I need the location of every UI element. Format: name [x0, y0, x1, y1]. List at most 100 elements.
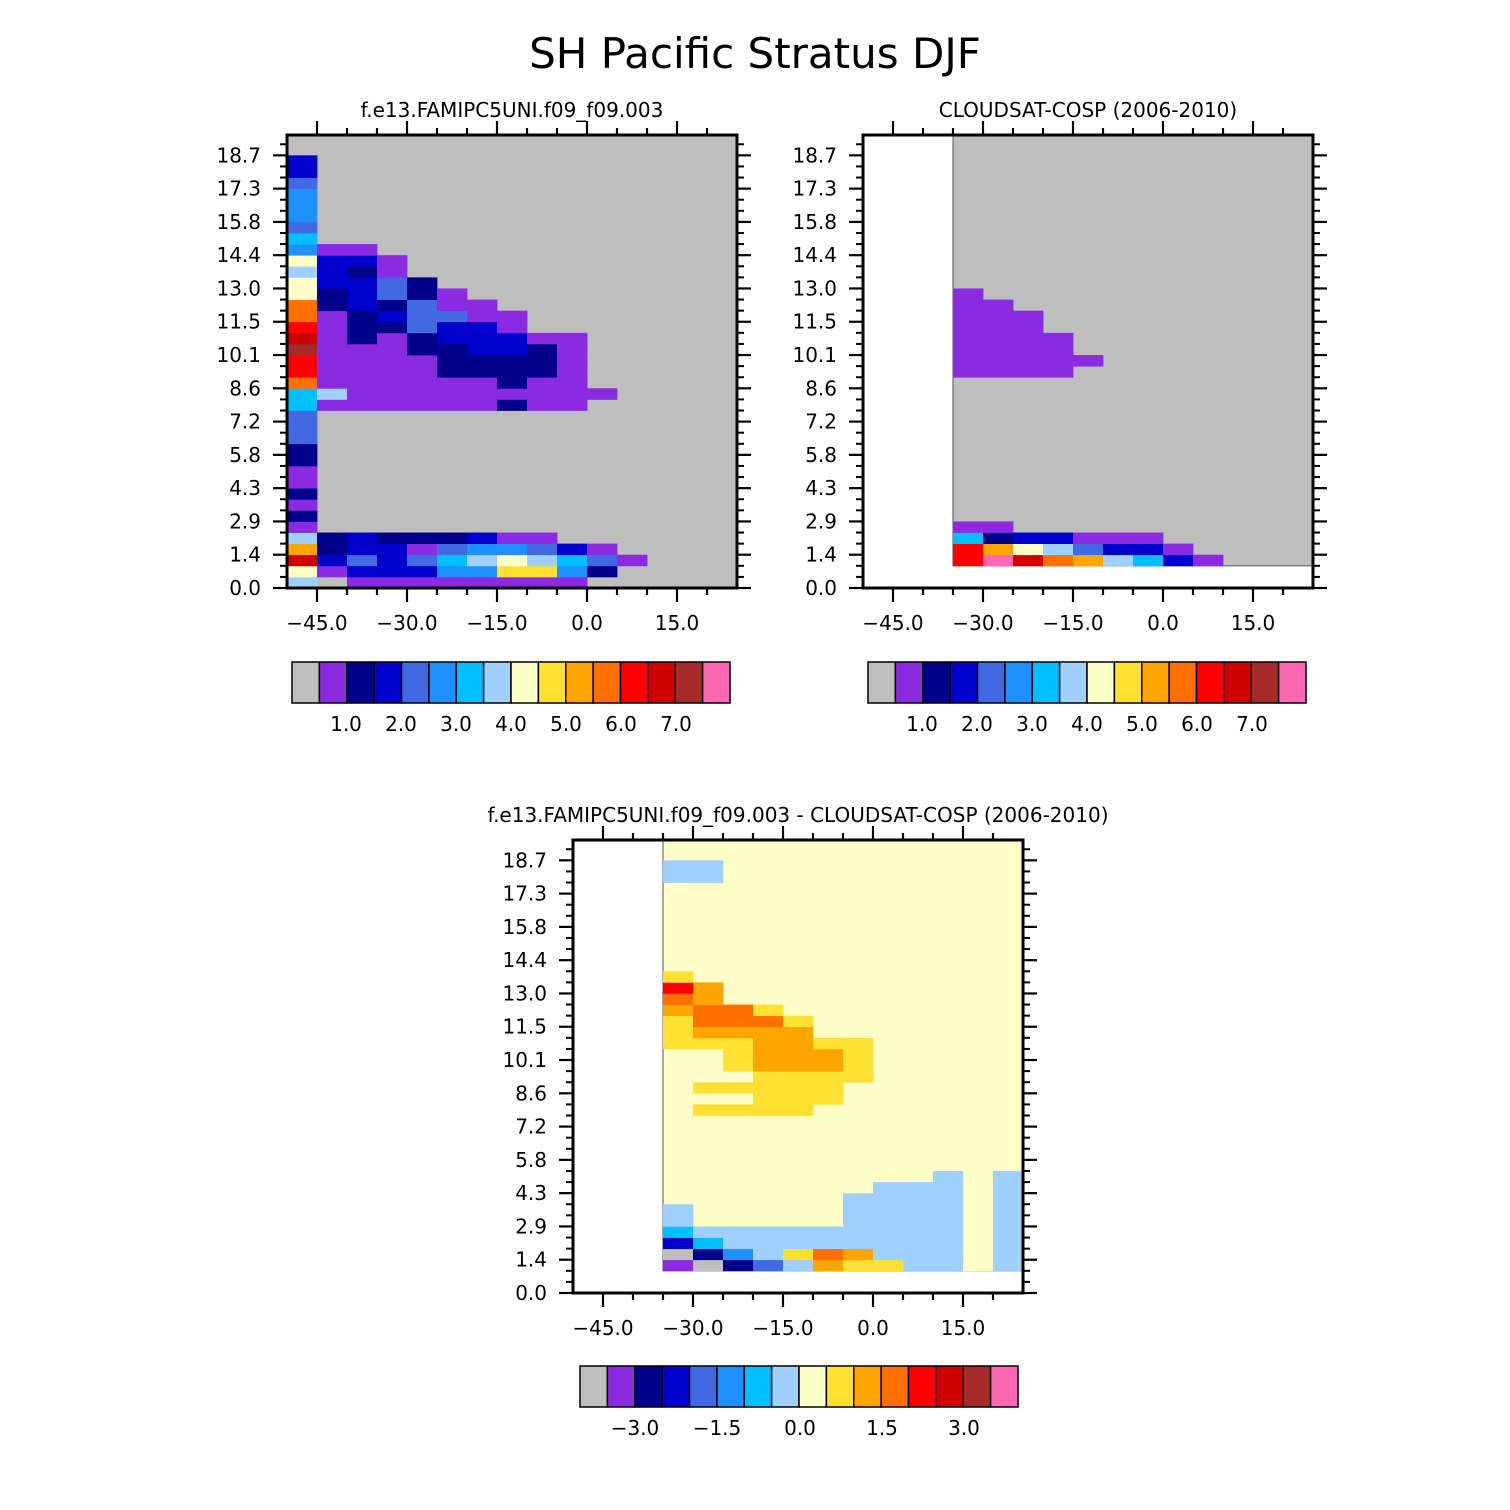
colorbar-box: [1223, 661, 1253, 704]
colorbar-label: −3.0: [611, 1416, 660, 1440]
heatmap-cell: [1163, 543, 1194, 556]
heatmap-cell: [813, 1259, 844, 1272]
y-tick-label: 1.4: [805, 543, 837, 567]
heatmap-cell: [317, 355, 348, 367]
heatmap-cell: [843, 1226, 874, 1238]
heatmap-cell: [317, 288, 348, 300]
heatmap-cell: [467, 399, 498, 411]
heatmap-cell: [527, 343, 558, 356]
heatmap-cell: [933, 1204, 964, 1216]
heatmap-cell: [723, 1104, 754, 1116]
heatmap-cell: [497, 366, 528, 378]
heatmap-cell: [993, 1204, 1024, 1216]
colorbar-label: 4.0: [495, 712, 527, 736]
heatmap-cell: [663, 1259, 694, 1272]
heatmap-cell: [287, 432, 318, 445]
heatmap-cell: [813, 1237, 844, 1250]
y-tick-label: 4.3: [229, 476, 261, 500]
y-tick-label: 2.9: [805, 509, 837, 533]
heatmap-cell: [843, 1215, 874, 1227]
heatmap-cell: [287, 465, 318, 478]
colorbar-label: 2.0: [385, 712, 417, 736]
heatmap-cell: [587, 565, 618, 578]
heatmap-cell: [723, 1015, 754, 1028]
heatmap-cell: [843, 1037, 874, 1050]
heatmap-cell: [407, 343, 438, 356]
heatmap-cell: [557, 565, 588, 578]
colorbar-label: 3.0: [440, 712, 472, 736]
heatmap-cell: [287, 155, 318, 167]
colorbar-box: [688, 1365, 718, 1408]
heatmap-cell: [903, 1215, 934, 1227]
heatmap-cell: [287, 210, 318, 223]
y-tick-label: 17.3: [502, 882, 547, 906]
heatmap-cell: [813, 1060, 844, 1072]
colorbar-box: [798, 1365, 828, 1408]
heatmap-cell: [693, 1237, 724, 1250]
y-tick-label: 5.8: [229, 443, 261, 467]
colorbar-label: 7.0: [1236, 712, 1268, 736]
heatmap-cell: [663, 1237, 694, 1250]
heatmap-cell: [1163, 554, 1194, 567]
heatmap-cell: [467, 299, 498, 312]
heatmap-cell: [1013, 332, 1044, 345]
heatmap-cell: [347, 299, 378, 312]
x-tick-label: −30.0: [952, 611, 1013, 635]
x-tick-label: −45.0: [572, 1316, 633, 1340]
heatmap-cell: [347, 576, 378, 589]
heatmap-cell: [1043, 543, 1074, 556]
heatmap-cell: [693, 982, 724, 994]
colorbar-box: [1031, 661, 1061, 704]
heatmap-cell: [1013, 343, 1044, 356]
heatmap-cell: [723, 1226, 754, 1238]
heatmap-cell: [467, 321, 498, 334]
heatmap-cell: [497, 565, 528, 578]
heatmap-cell: [347, 310, 378, 323]
heatmap-cell: [407, 310, 438, 323]
heatmap-cell: [693, 1082, 724, 1094]
heatmap-cell: [993, 1226, 1024, 1238]
heatmap-cell: [317, 565, 348, 578]
colorbar-box: [976, 661, 1006, 704]
heatmap-cell: [377, 565, 408, 578]
heatmap-cell: [557, 377, 588, 389]
y-tick-label: 15.8: [792, 210, 837, 234]
colorbar-label: 1.5: [866, 1416, 898, 1440]
heatmap-cell: [347, 255, 378, 267]
heatmap-cell: [497, 355, 528, 367]
heatmap-cell: [953, 366, 984, 378]
heatmap-cell: [993, 1237, 1024, 1250]
x-tick-label: −15.0: [752, 1316, 813, 1340]
colorbar-box: [922, 661, 951, 704]
heatmap-cell: [287, 188, 318, 201]
heatmap-cell: [287, 510, 318, 522]
heatmap-cell: [287, 288, 318, 300]
heatmap-cell: [377, 366, 408, 378]
x-tick-label: −45.0: [862, 611, 923, 635]
heatmap-cell: [843, 1259, 874, 1272]
y-tick-label: 4.3: [805, 476, 837, 500]
heatmap-cell: [347, 554, 378, 567]
heatmap-cell: [753, 1060, 784, 1072]
heatmap-cell: [377, 576, 408, 589]
colorbar-box: [907, 1365, 937, 1408]
heatmap-cell: [287, 199, 318, 212]
heatmap-cell: [983, 343, 1014, 356]
heatmap-cell: [317, 332, 348, 345]
heatmap-cell: [287, 343, 318, 356]
colorbar-label: 3.0: [948, 1416, 980, 1440]
y-tick-label: 10.1: [216, 343, 261, 367]
heatmap-cell: [287, 255, 318, 267]
heatmap-cell: [1013, 321, 1044, 334]
heatmap-cell: [983, 299, 1014, 312]
heatmap-cell: [663, 1037, 694, 1050]
heatmap-cell: [317, 266, 348, 278]
heatmap-cell: [723, 1026, 754, 1039]
y-tick-label: 14.4: [502, 948, 547, 972]
heatmap-cell: [993, 1215, 1024, 1227]
colorbar-box: [1141, 661, 1170, 704]
heatmap-cell: [527, 399, 558, 411]
y-tick-label: 7.2: [805, 410, 837, 434]
colorbar-box: [346, 661, 375, 704]
heatmap-cell: [693, 860, 724, 872]
